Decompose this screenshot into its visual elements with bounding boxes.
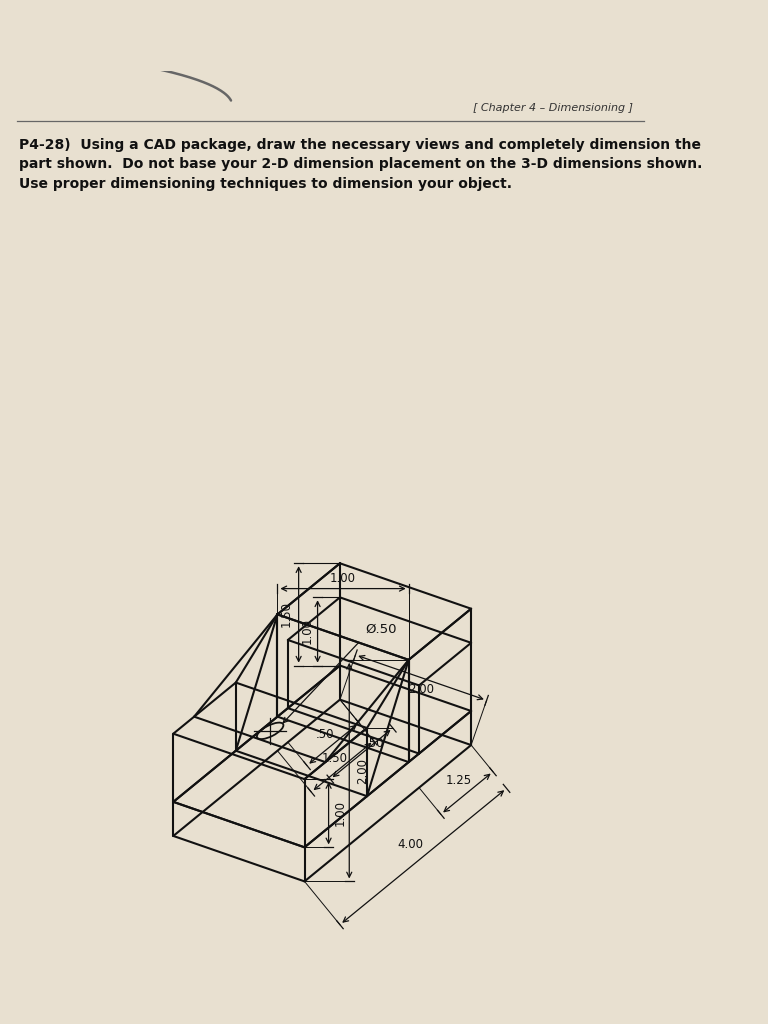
Text: Ø.50: Ø.50 (366, 624, 397, 636)
Text: 1.00: 1.00 (334, 800, 347, 826)
Text: .50: .50 (366, 736, 385, 750)
Text: [ Chapter 4 – Dimensioning ]: [ Chapter 4 – Dimensioning ] (472, 102, 633, 113)
Text: P4-28)  Using a CAD package, draw the necessary views and completely dimension t: P4-28) Using a CAD package, draw the nec… (19, 137, 701, 152)
Text: Use proper dimensioning techniques to dimension your object.: Use proper dimensioning techniques to di… (19, 177, 512, 191)
Text: 1.00: 1.00 (301, 618, 314, 644)
Text: 2.00: 2.00 (356, 758, 369, 783)
Text: 1.00: 1.00 (330, 571, 356, 585)
Text: part shown.  Do not base your 2-D dimension placement on the 3-D dimensions show: part shown. Do not base your 2-D dimensi… (19, 158, 702, 171)
Text: 1.50: 1.50 (322, 753, 348, 765)
Text: 2.00: 2.00 (408, 683, 434, 696)
Text: .50: .50 (316, 728, 335, 741)
Text: 4.00: 4.00 (397, 838, 423, 851)
Text: 1.50: 1.50 (280, 601, 293, 628)
Text: 1.25: 1.25 (445, 774, 472, 787)
